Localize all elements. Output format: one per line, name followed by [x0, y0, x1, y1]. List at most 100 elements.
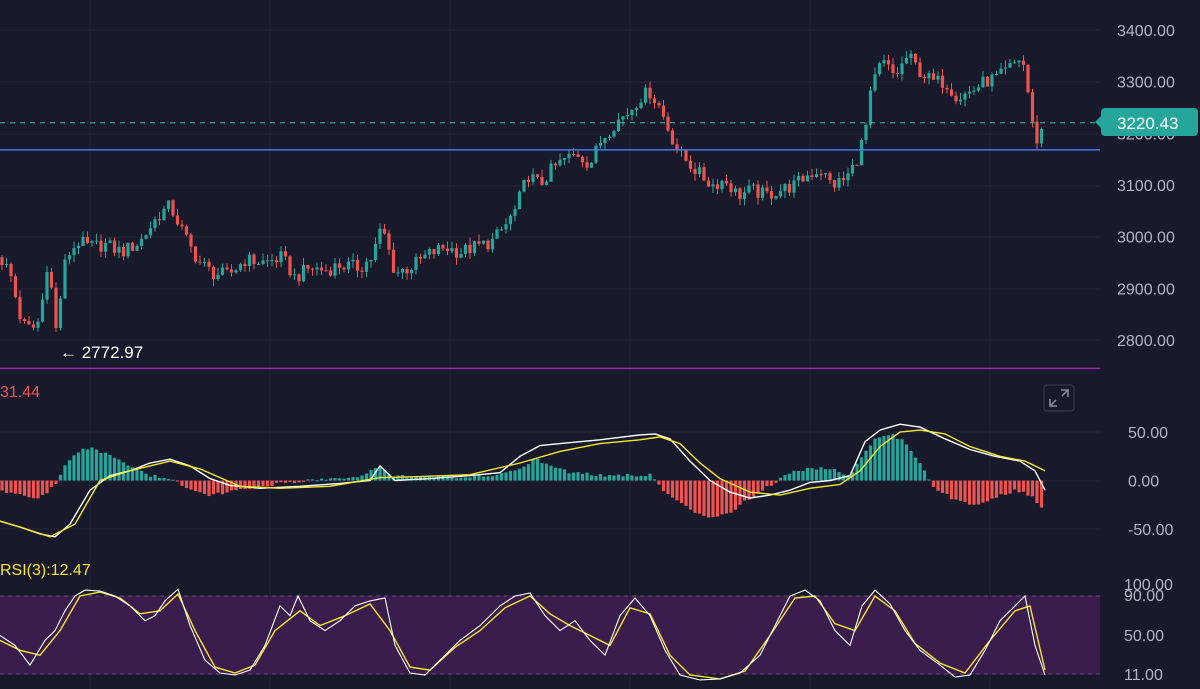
macd-histogram-bar	[103, 452, 108, 481]
candle-body	[135, 245, 139, 251]
candle-body	[661, 105, 666, 117]
macd-histogram-bar	[832, 468, 837, 481]
macd-histogram-bar	[4, 480, 9, 493]
candle-body	[450, 248, 454, 252]
candle-body	[4, 263, 9, 266]
price-tick-label: 3400.00	[1117, 23, 1175, 40]
candle-body	[252, 254, 256, 265]
macd-histogram-bar	[324, 479, 328, 481]
candle-body	[297, 274, 301, 282]
macd-histogram-bar	[63, 465, 67, 481]
macd-histogram-bar	[180, 480, 184, 486]
candle-body	[540, 177, 544, 186]
candle-body	[895, 73, 900, 75]
current-price-tag[interactable]: 3220.43	[1095, 108, 1198, 136]
candle-body	[922, 77, 927, 79]
candle-body	[846, 173, 850, 181]
macd-histogram-bar	[742, 480, 747, 501]
candle-body	[738, 188, 742, 200]
candle-body	[279, 251, 283, 263]
macd-histogram-bar	[499, 472, 504, 481]
candle-body	[814, 174, 819, 177]
macd-histogram-bar	[274, 480, 279, 483]
macd-histogram-bar	[756, 480, 760, 494]
macd-histogram-bar	[459, 477, 463, 481]
macd-histogram-bar	[909, 451, 913, 481]
candle-body	[315, 267, 319, 270]
candle-body	[765, 187, 769, 192]
candle-body	[333, 263, 337, 276]
candle-body	[625, 115, 630, 117]
candle-body	[1030, 92, 1035, 122]
candle-body	[238, 264, 243, 271]
candle-body	[90, 241, 94, 243]
candle-body	[117, 246, 121, 253]
candle-body	[553, 163, 558, 166]
macd-histogram-bar	[652, 479, 657, 481]
macd-histogram-bar	[396, 475, 400, 481]
macd-histogram-bar	[931, 480, 936, 487]
macd-histogram-bar	[171, 479, 175, 481]
macd-histogram-bar	[517, 468, 522, 481]
candle-body	[0, 257, 4, 266]
candle-body	[36, 321, 40, 328]
rsi-band	[0, 596, 1100, 674]
candle-body	[909, 53, 913, 59]
macd-histogram-bar	[904, 444, 909, 481]
candle-body	[225, 267, 229, 270]
macd-histogram-bar	[486, 476, 490, 481]
macd-histogram-bar	[513, 470, 517, 481]
macd-histogram-bar	[297, 480, 301, 483]
macd-histogram-bar	[585, 472, 589, 481]
macd-histogram-bar	[45, 480, 49, 494]
candle-body	[1012, 62, 1017, 64]
candle-body	[355, 259, 360, 271]
candle-body	[517, 191, 522, 210]
macd-histogram-bar	[571, 472, 576, 481]
candle-body	[702, 167, 706, 181]
macd-histogram-bar	[729, 480, 733, 513]
macd-histogram-bar	[144, 473, 148, 481]
candle-body	[1003, 67, 1008, 69]
candle-body	[63, 259, 67, 299]
macd-histogram-bar	[913, 457, 918, 481]
macd-histogram-bar	[616, 474, 621, 481]
macd-histogram-bar	[823, 469, 828, 481]
macd-histogram-bar	[544, 463, 549, 481]
candle-body	[571, 153, 576, 155]
macd-histogram-bar	[1017, 480, 1021, 493]
candle-body	[729, 183, 733, 193]
candle-body	[18, 297, 22, 320]
macd-histogram-bar	[738, 480, 742, 505]
price-tick-label: 3300.00	[1117, 75, 1175, 92]
macd-histogram-bar	[202, 480, 207, 495]
macd-histogram-bar	[346, 477, 351, 481]
macd-histogram-bar	[364, 473, 369, 481]
candle-body	[981, 76, 985, 88]
candle-body	[927, 73, 931, 79]
candle-body	[58, 298, 63, 329]
expand-icon[interactable]	[1043, 384, 1075, 412]
macd-histogram-bar	[504, 472, 508, 481]
candle-body	[670, 130, 675, 145]
candle-body	[598, 143, 603, 146]
candle-body	[792, 180, 796, 193]
rsi-label: RSI(3):12.47	[0, 562, 91, 579]
candle-body	[882, 60, 886, 64]
macd-histogram-bar	[175, 480, 180, 482]
macd-histogram-bar	[36, 480, 40, 499]
rsi-slow-line	[0, 591, 1046, 680]
candle-body	[103, 242, 108, 252]
macd-histogram-bar	[580, 473, 585, 481]
macd-histogram-bar	[697, 480, 702, 514]
macd-histogram-bar	[207, 480, 211, 497]
candle-body	[711, 184, 715, 187]
macd-histogram-bar	[711, 480, 715, 518]
candle-body	[409, 269, 414, 274]
candle-body	[504, 224, 508, 230]
candle-body	[531, 174, 535, 182]
candle-body	[801, 175, 805, 182]
macd-histogram-bar	[540, 463, 544, 481]
